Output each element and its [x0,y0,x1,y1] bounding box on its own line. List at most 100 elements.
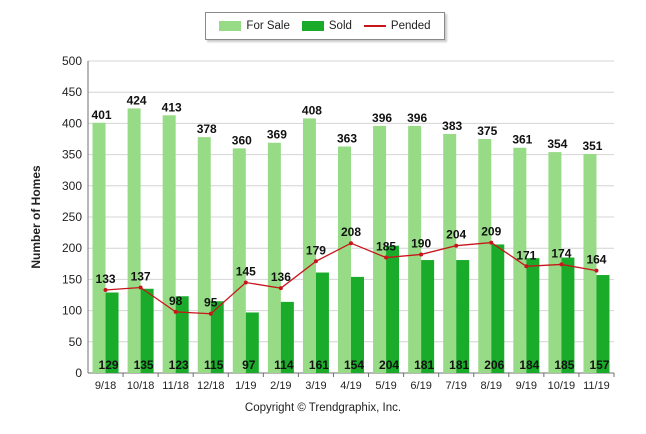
bar-sold [245,312,259,373]
pended-point [594,268,599,273]
sold-data-label: 135 [134,358,154,372]
bar-sold [421,260,435,373]
pended-point [243,280,248,285]
x-tick-label: 3/19 [305,380,326,392]
for-sale-data-label: 361 [512,133,532,147]
legend-item-sold: Sold [301,20,352,32]
pended-data-label: 133 [96,272,116,286]
sold-data-label: 185 [554,358,574,372]
y-tick-label: 450 [62,85,82,99]
pended-data-label: 98 [169,294,183,308]
pended-point [313,259,318,264]
pended-point [138,285,143,290]
for-sale-data-label: 378 [197,122,217,136]
x-tick-label: 9/18 [95,380,116,392]
for-sale-data-label: 424 [127,93,147,107]
for-sale-data-label: 396 [407,111,427,125]
bar-sold [526,258,540,373]
bar-for-sale [232,148,246,373]
for-sale-data-label: 413 [162,100,182,114]
bar-sold [315,272,329,373]
for-sale-data-label: 401 [92,108,112,122]
bar-for-sale [267,142,281,373]
pended-point [208,311,213,316]
bar-for-sale [583,153,597,373]
bar-for-sale [548,152,562,373]
bar-for-sale [338,146,351,373]
bar-for-sale [443,134,457,373]
bar-for-sale [162,115,176,374]
bar-sold [456,260,470,373]
x-tick-label: 6/19 [410,380,431,392]
for-sale-data-label: 383 [442,119,462,133]
bar-sold [596,275,610,373]
bar-for-sale [478,139,492,373]
y-tick-label: 350 [62,148,82,162]
for-sale-data-label: 351 [582,139,602,153]
pended-point [559,262,564,267]
for-sale-data-label: 354 [547,137,567,151]
pended-point [173,309,178,314]
pended-data-label: 185 [376,240,396,254]
legend-swatch-sold [301,21,324,31]
y-tick-label: 100 [62,304,82,318]
bar-sold [386,245,400,373]
y-axis-label: Number of Homes [29,165,43,269]
for-sale-data-label: 363 [337,131,357,145]
sold-data-label: 123 [169,358,189,372]
x-tick-label: 11/18 [162,380,189,392]
pended-data-label: 190 [411,236,431,250]
bar-sold [351,276,364,373]
bar-sold [105,292,119,373]
x-tick-label: 2/19 [270,380,291,392]
bar-for-sale [197,137,211,373]
sold-data-label: 114 [274,358,294,372]
sold-data-label: 154 [344,358,364,372]
pended-data-label: 171 [516,248,536,262]
bar-for-sale [127,108,141,373]
sold-data-label: 184 [519,358,539,372]
pended-data-label: 209 [481,225,501,239]
legend-swatch-for-sale [219,21,242,31]
x-tick-label: 11/19 [583,380,610,392]
y-tick-label: 200 [62,241,82,255]
pended-point [349,241,353,246]
copyright-text: Copyright © Trendgraphix, Inc. [244,402,402,414]
bar-for-sale [92,122,106,373]
sold-data-label: 161 [309,358,329,372]
legend-item-pended: Pended [363,20,431,32]
x-tick-label: 10/19 [548,380,576,392]
legend-swatch-pended [363,25,386,27]
pended-data-label: 95 [204,296,218,310]
sold-data-label: 97 [242,358,256,372]
pended-data-label: 204 [446,228,466,242]
sold-data-label: 204 [379,358,399,372]
bar-sold [175,296,189,373]
pended-data-label: 179 [306,243,326,257]
y-tick-label: 400 [62,116,82,130]
pended-data-label: 145 [236,265,256,279]
for-sale-data-label: 369 [267,128,287,142]
pended-data-label: 208 [341,225,361,239]
bar-for-sale [373,125,387,373]
bar-for-sale [513,147,527,373]
pended-point [489,240,494,245]
bar-for-sale [302,118,316,374]
y-tick-label: 0 [75,366,82,380]
for-sale-data-label: 408 [302,103,322,117]
legend: For Sale Sold Pended [205,12,445,40]
for-sale-data-label: 396 [372,111,392,125]
pended-data-label: 174 [551,246,571,260]
y-tick-label: 500 [62,54,82,68]
legend-label-sold: Sold [328,20,352,32]
pended-point [454,243,459,248]
bar-sold [561,257,575,373]
y-tick-label: 50 [69,335,83,349]
x-tick-label: 10/18 [127,380,155,392]
pended-point [524,264,529,269]
y-tick-label: 300 [62,179,82,193]
pended-point [278,286,283,291]
pended-point [419,252,424,257]
legend-item-for-sale: For Sale [219,20,290,32]
for-sale-data-label: 375 [477,124,497,138]
